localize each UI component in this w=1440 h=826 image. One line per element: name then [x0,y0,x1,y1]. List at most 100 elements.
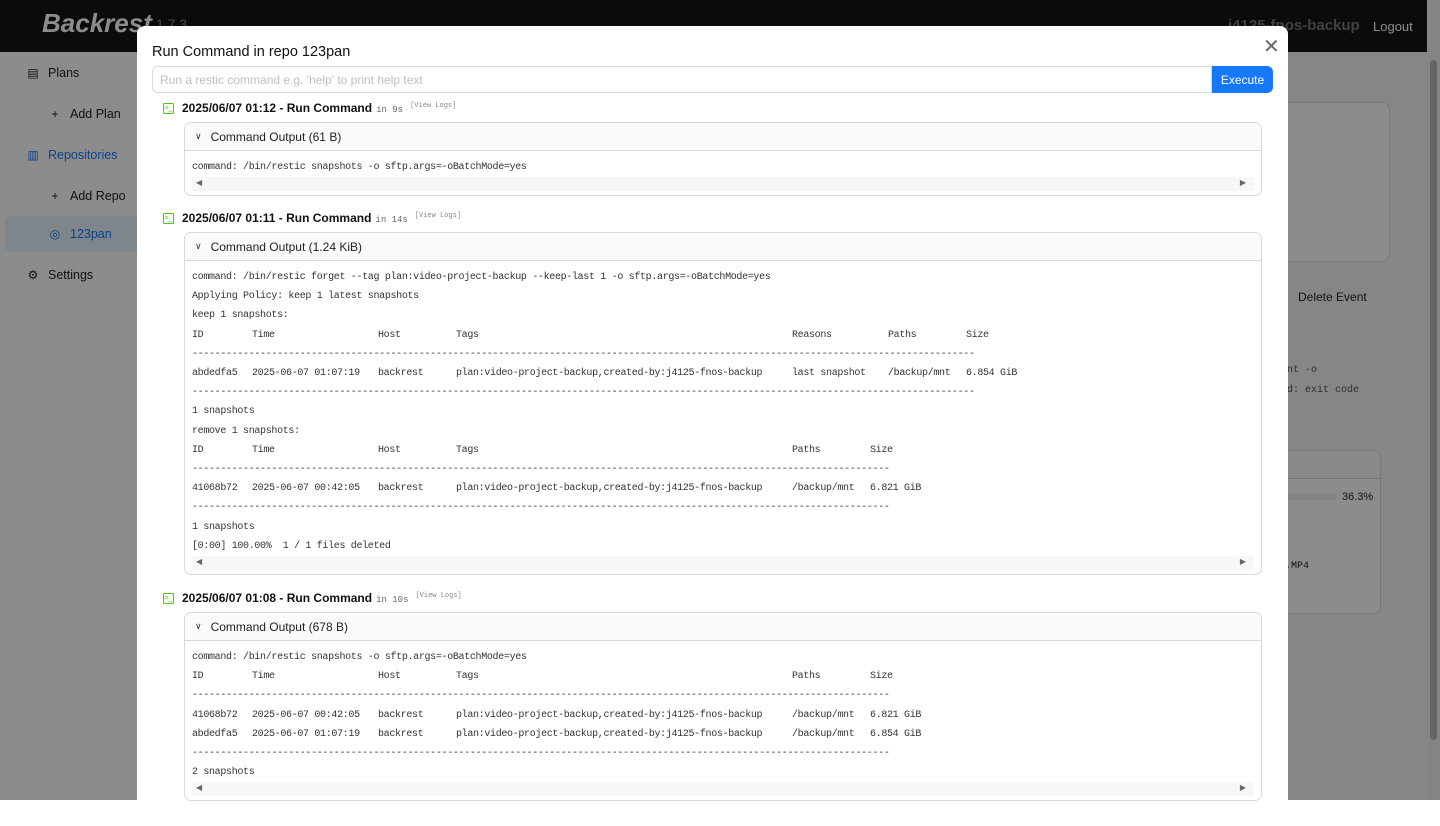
output-table-row: ID Time Host Tags Paths Size [192,667,1254,686]
command-output-header[interactable]: ∨ Command Output (678 B) [185,613,1261,641]
chevron-down-icon: ∨ [195,241,202,251]
table-cell: last snapshot [792,368,866,380]
table-cell: plan:video-project-backup,created-by:j41… [456,709,763,721]
sidebar-item-repositories[interactable]: ▥ Repositories [0,137,200,173]
sidebar-item-add-repo[interactable]: + Add Repo [0,178,200,214]
scroll-left-icon[interactable]: ◀ [196,178,203,188]
log-line: led: exit code [1275,385,1360,396]
view-logs-link[interactable]: [View Logs] [415,592,462,600]
sidebar-item-add-plan[interactable]: + Add Plan [0,96,200,132]
command-output: command: /bin/restic snapshots -o sftp.a… [192,648,1254,782]
output-label: Command Output (678 B) [210,619,348,634]
table-cell: Time [252,671,275,683]
table-cell: 6.854 GiB [966,368,1018,380]
table-cell: 41068b72 [192,709,238,721]
table-cell: /backup/mnt [792,483,855,495]
table-cell: Reasons [792,329,832,341]
table-cell: /backup/mnt [792,709,855,721]
output-label: Command Output (61 B) [210,129,342,144]
scroll-left-icon[interactable]: ◀ [196,557,203,567]
command-entry: >_ 2025/06/07 01:11 - Run Command in 14s [V… [163,210,1262,576]
output-rule: ----------------------------------------… [192,502,890,514]
entry-title: 2025/06/07 01:11 - Run Command [182,211,372,225]
file-name: 8.MP4 [1279,561,1310,572]
table-cell: Time [252,329,275,341]
sidebar-item-label: Repositories [48,148,118,162]
table-cell: Size [870,671,893,683]
close-icon[interactable]: ✕ [1263,36,1280,58]
table-cell: plan:video-project-backup,created-by:j41… [456,728,763,740]
table-cell: Host [378,444,401,456]
sidebar-item-label: Settings [48,268,94,282]
output-rule: ----------------------------------------… [192,748,890,760]
plus-icon: + [51,189,59,203]
output-line: keep 1 snapshots: [192,310,289,322]
horizontal-scrollbar[interactable]: ◀ ▶ [192,556,1254,571]
command-input[interactable] [152,66,1212,93]
modal-title: Run Command in repo 123pan [152,44,351,60]
command-output-header[interactable]: ∨ Command Output (1.24 KiB) [185,233,1261,261]
table-cell: backrest [378,483,424,495]
table-cell: Tags [456,444,479,456]
table-cell: Size [966,329,989,341]
calendar-icon: ▤ [27,66,39,80]
command-output-panel: ∨ Command Output (61 B) command: /bin/rest… [184,122,1262,197]
scroll-right-icon[interactable]: ▶ [1239,178,1246,188]
view-logs-link[interactable]: [View Logs] [410,102,457,110]
output-table-row: ID Time Host Tags Reasons Paths Size [192,326,1254,345]
command-output-header[interactable]: ∨ Command Output (61 B) [185,123,1261,151]
sidebar-item-settings[interactable]: ⚙ Settings [0,257,200,293]
chevron-down-icon: ∨ [195,131,202,141]
view-logs-link[interactable]: [View Logs] [414,212,462,220]
command-entry: >_ 2025/06/07 01:08 - Run Command in 10s [V… [163,590,1262,802]
table-cell: backrest [378,709,424,721]
database-icon: ▥ [27,148,39,162]
output-line: Applying Policy: keep 1 latest snapshots [192,291,419,303]
table-cell: ID [192,444,204,456]
command-entry: >_ 2025/06/07 01:12 - Run Command in 9s [Vi… [163,100,1262,197]
run-command-modal: Run Command in repo 123pan ✕ Execute >_ 2… [137,26,1288,826]
table-cell: ID [192,329,204,341]
entry-duration: in 10s [376,595,409,605]
horizontal-scrollbar[interactable]: ◀ ▶ [192,782,1254,797]
table-cell: abdedfa5 [192,728,238,740]
output-table-row: 41068b72 2025-06-07 00:42:05 backrest plan:… [192,706,1254,725]
scroll-left-icon[interactable]: ◀ [196,783,203,793]
output-line: remove 1 snapshots: [192,425,300,437]
scroll-right-icon[interactable]: ▶ [1239,783,1246,793]
command-output-panel: ∨ Command Output (678 B) command: /bin/res… [184,612,1262,802]
gear-icon: ⚙ [27,268,39,282]
log-line: /mnt -o [1275,365,1318,376]
output-line: command: /bin/restic forget --tag plan:v… [192,272,771,283]
output-rule: ----------------------------------------… [192,348,975,360]
logout-link[interactable]: Logout [1373,19,1413,34]
table-cell: 2025-06-07 01:07:19 [252,728,360,740]
table-cell: 2025-06-07 00:42:05 [252,483,360,495]
output-table-row: ID Time Host Tags Paths Size [192,441,1254,460]
scroll-right-icon[interactable]: ▶ [1239,557,1246,567]
table-cell: Host [378,671,401,683]
execute-button[interactable]: Execute [1212,66,1273,93]
output-line: 1 snapshots [192,521,255,533]
command-output: command: /bin/restic snapshots -o sftp.a… [192,158,1254,177]
command-output-panel: ∨ Command Output (1.24 KiB) command: /bin/… [184,232,1262,576]
progress-percent: 36.3% [1342,491,1374,503]
terminal-icon: >_ [163,102,174,114]
page-scrollbar[interactable] [1427,0,1440,800]
backrest-logo[interactable]: Backrest [42,8,152,38]
output-table-row: 41068b72 2025-06-07 00:42:05 backrest plan:… [192,479,1254,498]
delete-event-button[interactable]: Delete Event [1298,290,1367,304]
command-output: command: /bin/restic forget --tag plan:v… [192,268,1254,556]
table-cell: 2025-06-07 00:42:05 [252,709,360,721]
output-line: command: /bin/restic snapshots -o sftp.a… [192,652,527,663]
table-cell: Paths [792,671,821,683]
terminal-icon: >_ [163,212,174,224]
horizontal-scrollbar[interactable]: ◀ ▶ [192,177,1254,192]
sidebar-item-plans[interactable]: ▤ Plans [0,55,200,91]
entry-title: 2025/06/07 01:08 - Run Command [182,591,373,605]
output-table-row: abdedfa5 2025-06-07 01:07:19 backrest plan:… [192,364,1254,383]
table-cell: Paths [888,329,917,341]
table-cell: ID [192,671,204,683]
table-cell: abdedfa5 [192,368,238,380]
table-cell: 6.821 GiB [870,709,922,721]
